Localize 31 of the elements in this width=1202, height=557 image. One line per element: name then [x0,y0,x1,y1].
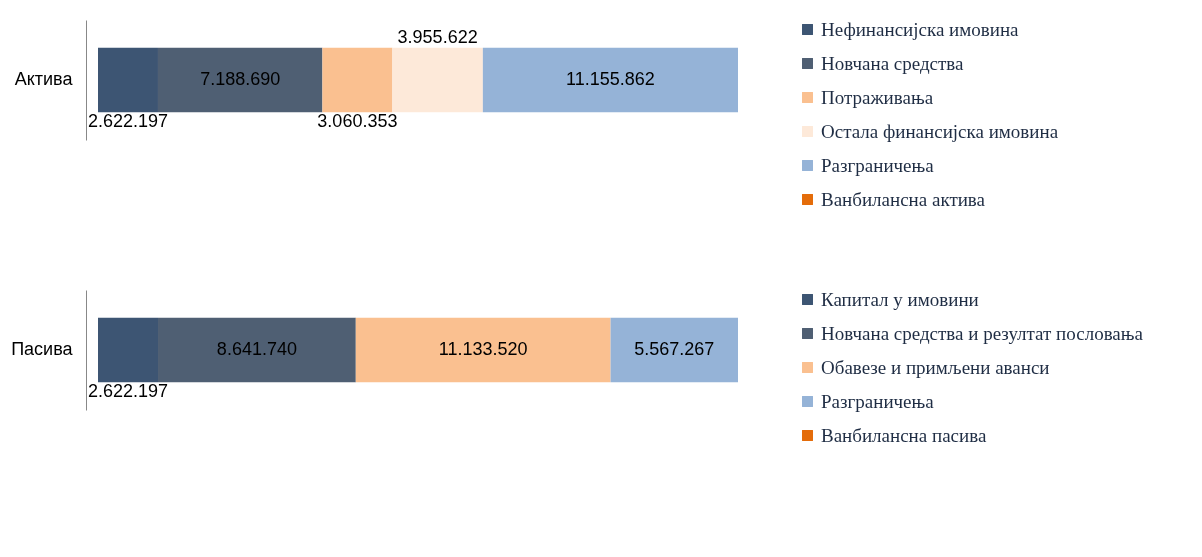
data-label: 11.133.520 [438,339,528,359]
bar [322,47,393,113]
legend-label: Нефинансијска имовина [821,18,1020,40]
legend-label: Новчана средства и резултат пословања [821,322,1144,344]
legend-label: Остала финансијска имовина [821,120,1059,142]
y-tick-label: Пасива [11,339,74,359]
legend-label: Разграничења [821,390,935,412]
bar [482,47,738,113]
legend-label: Ванбилансна актива [821,188,986,210]
bar [98,47,158,113]
legend-label: Ванбилансна пасива [821,424,987,446]
legend-label: Разграничења [821,154,935,176]
bar [98,317,159,383]
legend-label: Потраживања [821,86,934,108]
legend-label: Новчана средства [821,52,965,74]
data-label: 3.060.353 [317,111,398,131]
bar [610,317,738,383]
bar [392,47,483,113]
legend-label: Обавезе и примљени аванси [821,356,1050,378]
y-tick-label: Актива [14,69,74,89]
data-label: 2.622.197 [87,381,169,401]
data-label: 8.641.740 [216,339,297,359]
bar [158,317,356,383]
data-label: 11.155.862 [566,69,655,89]
bar [355,317,611,383]
bar [157,47,323,113]
data-label: 7.188.690 [200,69,281,89]
data-label: 2.622.197 [87,111,169,131]
data-label: 5.567.267 [634,339,715,359]
text: Капитал у имовини [821,288,979,310]
data-label: 3.955.622 [397,27,478,47]
